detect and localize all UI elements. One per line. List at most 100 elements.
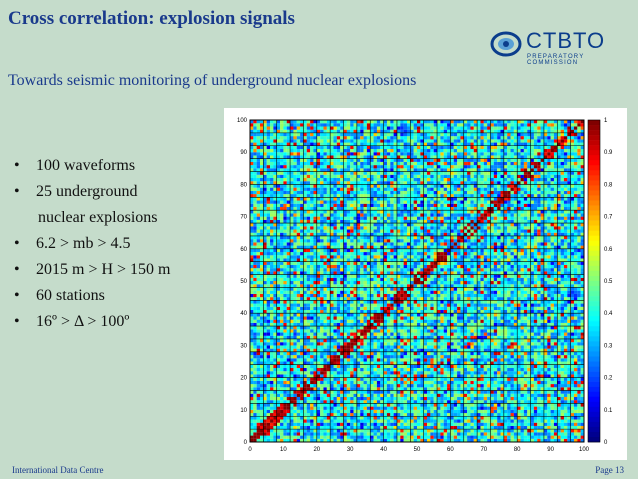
bullet-item: • 2015 m > H > 150 m: [14, 258, 171, 284]
heatmap-cell: [406, 210, 411, 214]
heatmap-cell: [283, 335, 287, 340]
heatmap-cell: [270, 239, 274, 243]
heatmap-cell: [276, 348, 281, 352]
heatmap-cell: [360, 290, 364, 294]
heatmap-cell: [350, 216, 354, 220]
heatmap-cell: [330, 274, 334, 278]
heatmap-cell: [293, 281, 297, 285]
heatmap-cell: [360, 168, 364, 172]
heatmap-cell: [286, 429, 291, 433]
heatmap-cell: [410, 332, 414, 336]
heatmap-cell: [353, 361, 357, 365]
heatmap-cell: [360, 197, 364, 201]
heatmap-cell: [283, 129, 287, 133]
heatmap-cell: [386, 332, 391, 336]
heatmap-cell: [400, 319, 404, 323]
heatmap-cell: [253, 194, 257, 198]
heatmap-cell: [253, 409, 257, 414]
heatmap-cell: [326, 435, 331, 439]
heatmap-cell: [326, 361, 331, 365]
heatmap-cell: [333, 390, 337, 394]
heatmap-cell: [290, 239, 294, 243]
heatmap-cell: [360, 161, 364, 166]
heatmap-cell: [283, 120, 287, 124]
heatmap-cell: [383, 252, 387, 256]
heatmap-cell: [276, 432, 281, 436]
heatmap-cell: [373, 348, 377, 352]
heatmap-cell: [376, 416, 381, 420]
heatmap-cell: [373, 284, 377, 288]
heatmap-cell: [376, 300, 381, 304]
heatmap-cell: [383, 284, 387, 288]
heatmap-cell: [253, 297, 257, 301]
heatmap-cell: [366, 284, 371, 288]
heatmap-cell: [266, 432, 271, 436]
heatmap-cell: [320, 145, 324, 150]
heatmap-cell: [390, 293, 394, 298]
heatmap-cell: [286, 329, 291, 333]
heatmap-cell: [386, 374, 391, 378]
heatmap-cell: [363, 223, 367, 227]
heatmap-cell: [370, 165, 374, 169]
heatmap-cell: [413, 303, 418, 307]
heatmap-cell: [373, 387, 377, 391]
heatmap-cell: [283, 371, 287, 375]
heatmap-cell: [316, 309, 321, 314]
heatmap-cell: [313, 277, 317, 282]
heatmap-cell: [340, 239, 344, 243]
heatmap-cell: [406, 306, 411, 311]
heatmap-cell: [300, 171, 304, 175]
heatmap-cell: [270, 387, 274, 391]
heatmap-cell: [393, 129, 398, 133]
heatmap-cell: [376, 136, 381, 140]
heatmap-cell: [273, 210, 277, 214]
heatmap-cell: [276, 396, 281, 401]
heatmap-cell: [326, 158, 331, 162]
heatmap-cell: [400, 194, 404, 198]
heatmap-cell: [346, 348, 351, 352]
heatmap-cell: [356, 194, 361, 198]
heatmap-cell: [326, 406, 331, 410]
heatmap-cell: [413, 248, 418, 253]
heatmap-cell: [296, 155, 301, 159]
heatmap-cell: [410, 136, 414, 140]
heatmap-cell: [253, 210, 257, 214]
heatmap-cell: [320, 129, 324, 133]
heatmap-cell: [310, 425, 314, 430]
heatmap-cell: [266, 181, 271, 185]
heatmap-cell: [370, 338, 374, 343]
heatmap-cell: [260, 206, 264, 211]
heatmap-cell: [396, 148, 401, 153]
heatmap-cell: [280, 367, 284, 372]
heatmap-cell: [303, 413, 307, 417]
heatmap-cell: [400, 258, 404, 262]
heatmap-cell: [253, 148, 257, 153]
heatmap-cell: [376, 148, 381, 153]
heatmap-cell: [280, 229, 284, 233]
heatmap-cell: [340, 177, 344, 182]
heatmap-cell: [400, 361, 404, 365]
heatmap-cell: [350, 290, 354, 294]
heatmap-cell: [350, 255, 354, 259]
heatmap-cell: [373, 268, 377, 272]
bullet-dot: •: [14, 183, 20, 200]
heatmap-cell: [330, 313, 334, 317]
heatmap-cell: [390, 194, 394, 198]
heatmap-cell: [280, 142, 284, 146]
heatmap-cell: [380, 313, 384, 317]
heatmap-cell: [336, 200, 341, 204]
heatmap-cell: [280, 264, 284, 269]
heatmap-cell: [343, 145, 347, 150]
heatmap-cell: [366, 322, 371, 327]
heatmap-cell: [320, 226, 324, 230]
heatmap-cell: [303, 132, 307, 137]
heatmap-cell: [280, 387, 284, 391]
heatmap-cell: [363, 239, 367, 243]
heatmap-cell: [390, 252, 394, 256]
heatmap-cell: [280, 348, 284, 352]
heatmap-cell: [270, 242, 274, 246]
heatmap-cell: [283, 406, 287, 410]
heatmap-cell: [383, 429, 387, 433]
heatmap-cell: [286, 361, 291, 365]
heatmap-cell: [363, 313, 367, 317]
